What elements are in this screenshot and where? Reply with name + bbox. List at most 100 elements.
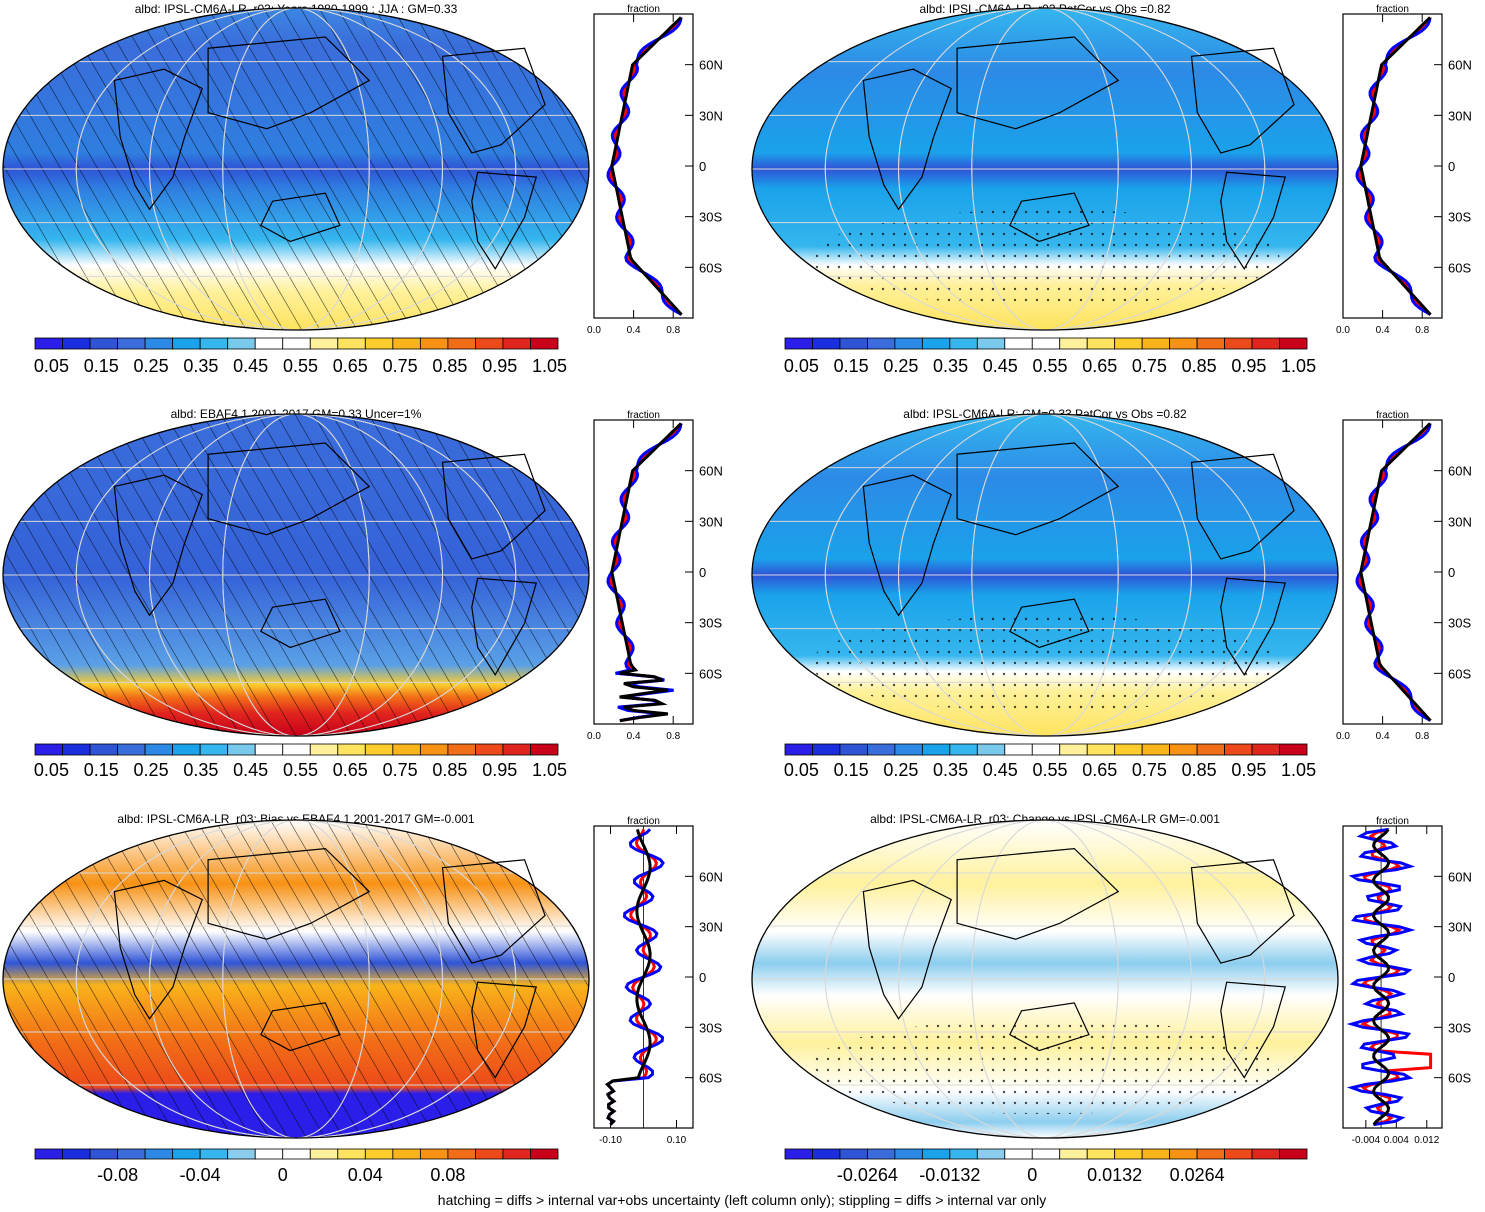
map-border: [751, 7, 1339, 331]
profile-ytick-label: 0: [1448, 159, 1455, 174]
colorbar-box: [530, 743, 559, 756]
colorbar-box: [1251, 743, 1280, 756]
profile-xtick-label: 0.8: [666, 731, 680, 742]
colorbar-label: -0.0132: [919, 1165, 980, 1185]
colorbar-box: [502, 337, 531, 350]
profile-xtick-label: 0.0: [1336, 731, 1350, 742]
colorbar-box: [419, 1148, 449, 1160]
profile-xlabel: fraction: [1376, 816, 1409, 827]
profile-xtick-label: 0.004: [1384, 1135, 1409, 1146]
colorbar-label: 0.85: [1182, 760, 1217, 780]
colorbar-box: [894, 1148, 923, 1160]
profile-plot: fraction 60N 30N 0 30S 60S -0.10 0.10: [593, 816, 723, 1146]
colorbar-box: [839, 337, 868, 350]
colorbar-box: [1086, 743, 1116, 756]
profile-xtick-label: 0.0: [587, 325, 601, 336]
profile-ytick-label: 0: [1448, 970, 1455, 985]
africa-europe-outline: [862, 474, 952, 617]
australia-outline: [260, 192, 341, 243]
colorbar-box: [117, 337, 146, 350]
profile-ytick-label: 30N: [699, 108, 723, 123]
colorbar-label: 0.95: [482, 356, 517, 376]
profile-xtick-label: 0.012: [1414, 1135, 1439, 1146]
colorbar-box: [1224, 1148, 1253, 1160]
colorbar-box: [921, 743, 951, 756]
south-america-outline: [1220, 981, 1287, 1079]
profile-plot: fraction 60N 30N 0 30S 60S 0.0 0.4 0.8: [1336, 410, 1472, 742]
colorbar-label: 0.45: [233, 760, 268, 780]
colorbar-label: 0.0264: [1170, 1165, 1225, 1185]
colorbar-box: [117, 1148, 146, 1160]
colorbar-box: [502, 1148, 531, 1160]
profile-xtick-label: 0.4: [1376, 325, 1390, 336]
profile-ytick-label: 30N: [1448, 108, 1472, 123]
map-border: [2, 7, 590, 331]
colorbar-label: 0.95: [1231, 760, 1266, 780]
panel-title: albd: IPSL-CM6A-LR_r03: Change vs IPSL-C…: [870, 812, 1220, 826]
colorbar-label: 0.75: [1132, 760, 1167, 780]
profile-xlabel: fraction: [627, 816, 660, 827]
map-border: [2, 413, 590, 737]
colorbar-box: [199, 1148, 229, 1160]
map-coastlines: [862, 847, 1295, 1079]
colorbar-box: [309, 1148, 339, 1160]
colorbar-box: [254, 743, 284, 756]
profile-xtick-label: 0.4: [627, 731, 641, 742]
colorbar-box: [447, 1148, 476, 1160]
profile-ytick-label: 60S: [699, 260, 722, 275]
panel-4: albd: IPSL-CM6A-LR: GM=0.33 PatCor vs Ob…: [751, 407, 1472, 780]
colorbar-label: 0.15: [84, 760, 119, 780]
colorbar-box: [784, 337, 813, 350]
colorbar-box: [227, 337, 256, 350]
colorbar-box: [364, 1148, 394, 1160]
profile-ytick-label: 60S: [699, 1071, 722, 1086]
profile-frame: [593, 419, 694, 725]
profile-xtick-label: 0.4: [627, 325, 641, 336]
africa-europe-outline: [862, 879, 952, 1020]
colorbar-box: [337, 1148, 366, 1160]
profile-ytick-label: 30S: [699, 210, 722, 225]
colorbar-label: -0.0264: [837, 1165, 898, 1185]
colorbar-box: [1279, 1148, 1308, 1160]
panel-2: albd: IPSL-CM6A-LR_r03 PatCor vs Obs =0.…: [751, 2, 1472, 376]
colorbar-box: [921, 337, 951, 350]
colorbar-box: [392, 743, 421, 756]
colorbar-label: 0.65: [333, 760, 368, 780]
colorbar-box: [812, 743, 841, 756]
australia-outline: [260, 598, 341, 649]
profile-xtick-label: 0.0: [1336, 325, 1350, 336]
colorbar-box: [1114, 1148, 1143, 1160]
colorbar-box: [337, 337, 366, 350]
colorbar-box: [199, 743, 229, 756]
colorbar-box: [921, 1148, 951, 1160]
map-coastlines: [113, 847, 546, 1079]
colorbar-box: [199, 337, 229, 350]
colorbar-label: 0.85: [432, 356, 467, 376]
colorbar-label: 0.05: [34, 760, 69, 780]
colorbar-label: 0: [1027, 1165, 1037, 1185]
figure-caption: hatching = diffs > internal var+obs unce…: [438, 1192, 1046, 1208]
colorbar-label: 0.75: [383, 356, 418, 376]
australia-outline: [1009, 1002, 1090, 1052]
colorbar-box: [894, 337, 923, 350]
colorbar-box: [502, 743, 531, 756]
africa-europe-outline: [113, 68, 203, 211]
colorbar-label: 0.15: [834, 760, 869, 780]
south-america-outline: [471, 171, 538, 270]
colorbar-box: [1114, 743, 1143, 756]
colorbar-label: 0.95: [1231, 356, 1266, 376]
colorbar-box: [419, 743, 449, 756]
colorbar-box: [1224, 743, 1253, 756]
colorbar: -0.0264 -0.0132 0 0.0132 0.0264: [784, 1148, 1308, 1185]
colorbar-box: [784, 1148, 813, 1160]
colorbar-label: 0.55: [283, 760, 318, 780]
colorbar-label: 0.65: [1082, 356, 1117, 376]
colorbar-box: [34, 743, 63, 756]
colorbar-box: [839, 743, 868, 756]
colorbar: 0.05 0.15 0.25 0.35 0.45 0.55 0.65 0.75 0.85 0.95…: [784, 743, 1316, 780]
colorbar-box: [867, 743, 896, 756]
colorbar-box: [392, 1148, 421, 1160]
colorbar-box: [227, 1148, 256, 1160]
colorbar-label: 0.45: [983, 356, 1018, 376]
profile-ytick-label: 60N: [1448, 464, 1472, 479]
